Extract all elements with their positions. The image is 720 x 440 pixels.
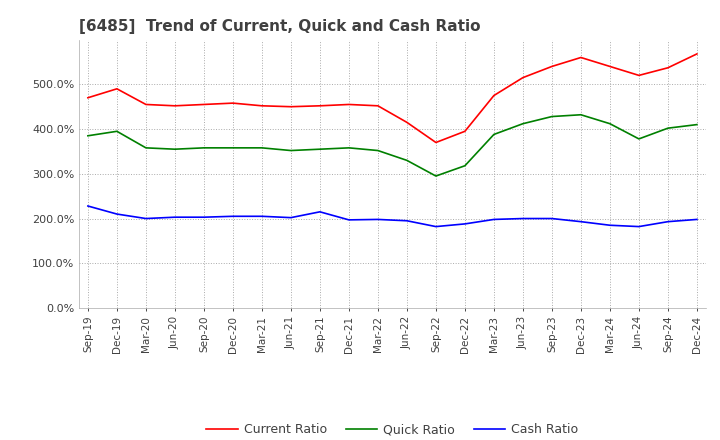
Quick Ratio: [228, 145, 237, 150]
Line: Current Ratio: Current Ratio: [88, 54, 697, 143]
Current Ratio: [258, 103, 266, 108]
Cash Ratio: [548, 216, 557, 221]
Cash Ratio: [402, 218, 411, 224]
Cash Ratio: [171, 215, 179, 220]
Cash Ratio: [199, 215, 208, 220]
Cash Ratio: [431, 224, 440, 229]
Quick Ratio: [461, 163, 469, 169]
Cash Ratio: [228, 214, 237, 219]
Cash Ratio: [84, 203, 92, 209]
Cash Ratio: [315, 209, 324, 214]
Quick Ratio: [199, 145, 208, 150]
Current Ratio: [664, 65, 672, 70]
Current Ratio: [693, 51, 701, 57]
Cash Ratio: [142, 216, 150, 221]
Text: [6485]  Trend of Current, Quick and Cash Ratio: [6485] Trend of Current, Quick and Cash …: [79, 19, 481, 34]
Cash Ratio: [345, 217, 354, 223]
Quick Ratio: [84, 133, 92, 139]
Quick Ratio: [548, 114, 557, 119]
Cash Ratio: [693, 217, 701, 222]
Current Ratio: [606, 64, 614, 69]
Quick Ratio: [577, 112, 585, 117]
Quick Ratio: [664, 125, 672, 131]
Current Ratio: [345, 102, 354, 107]
Current Ratio: [518, 75, 527, 80]
Cash Ratio: [461, 221, 469, 227]
Line: Cash Ratio: Cash Ratio: [88, 206, 697, 227]
Current Ratio: [171, 103, 179, 108]
Current Ratio: [112, 86, 121, 92]
Current Ratio: [402, 120, 411, 125]
Quick Ratio: [112, 128, 121, 134]
Cash Ratio: [634, 224, 643, 229]
Current Ratio: [634, 73, 643, 78]
Quick Ratio: [431, 173, 440, 179]
Quick Ratio: [258, 145, 266, 150]
Cash Ratio: [287, 215, 295, 220]
Current Ratio: [548, 64, 557, 69]
Current Ratio: [287, 104, 295, 109]
Quick Ratio: [693, 122, 701, 127]
Quick Ratio: [171, 147, 179, 152]
Legend: Current Ratio, Quick Ratio, Cash Ratio: Current Ratio, Quick Ratio, Cash Ratio: [202, 418, 583, 440]
Current Ratio: [228, 100, 237, 106]
Line: Quick Ratio: Quick Ratio: [88, 115, 697, 176]
Cash Ratio: [374, 217, 382, 222]
Quick Ratio: [345, 145, 354, 150]
Current Ratio: [431, 140, 440, 145]
Quick Ratio: [490, 132, 498, 137]
Cash Ratio: [518, 216, 527, 221]
Quick Ratio: [374, 148, 382, 153]
Cash Ratio: [490, 217, 498, 222]
Quick Ratio: [518, 121, 527, 126]
Current Ratio: [142, 102, 150, 107]
Cash Ratio: [577, 219, 585, 224]
Cash Ratio: [112, 211, 121, 216]
Quick Ratio: [142, 145, 150, 150]
Current Ratio: [374, 103, 382, 108]
Current Ratio: [199, 102, 208, 107]
Current Ratio: [577, 55, 585, 60]
Cash Ratio: [664, 219, 672, 224]
Cash Ratio: [606, 223, 614, 228]
Current Ratio: [84, 95, 92, 100]
Current Ratio: [315, 103, 324, 108]
Quick Ratio: [315, 147, 324, 152]
Quick Ratio: [606, 121, 614, 126]
Cash Ratio: [258, 214, 266, 219]
Current Ratio: [490, 93, 498, 98]
Quick Ratio: [287, 148, 295, 153]
Quick Ratio: [402, 158, 411, 163]
Quick Ratio: [634, 136, 643, 142]
Current Ratio: [461, 128, 469, 134]
